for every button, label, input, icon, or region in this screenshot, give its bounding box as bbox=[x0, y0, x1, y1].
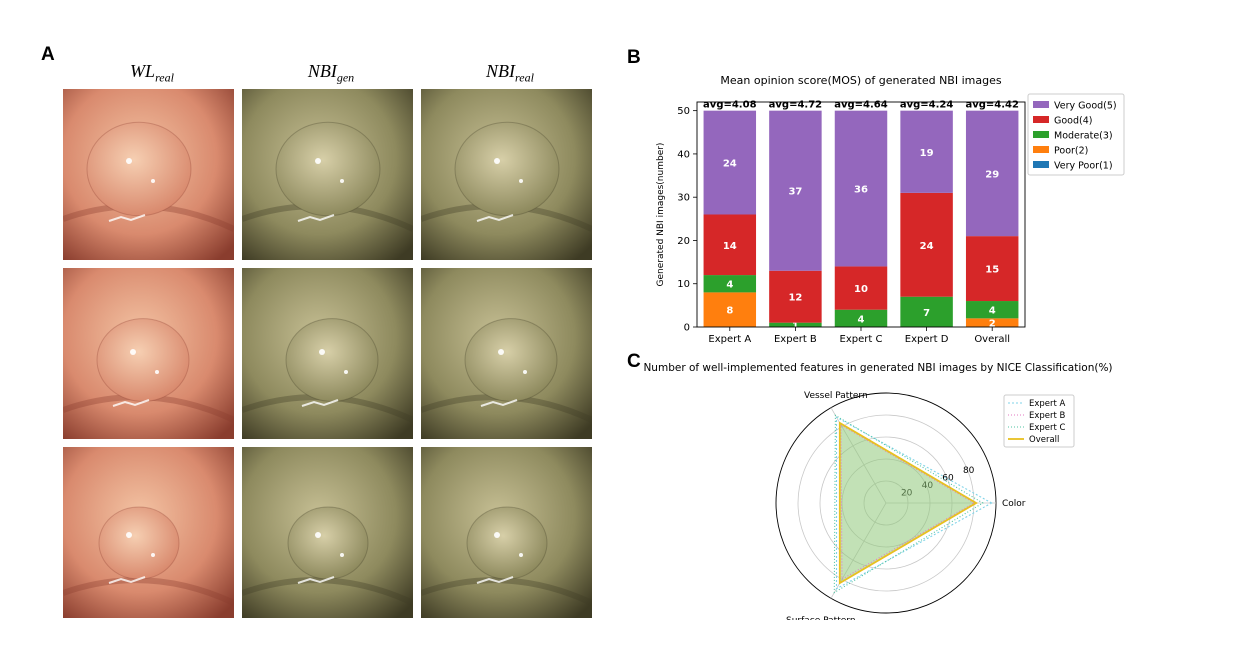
series-line bbox=[840, 423, 976, 581]
bar-segment bbox=[834, 266, 888, 310]
x-tick-label: Expert A bbox=[708, 334, 751, 345]
bar-value-label: 10 bbox=[854, 284, 868, 295]
nice-radar-chart: Number of well-implemented features in g… bbox=[643, 362, 1112, 620]
bar-segment bbox=[769, 110, 822, 271]
bar-value-label: 12 bbox=[788, 293, 802, 304]
y-axis-label: Generated NBI images(number) bbox=[656, 143, 666, 287]
legend-label: Good(4) bbox=[1054, 116, 1092, 127]
overall-fill-area bbox=[839, 422, 977, 584]
legend-box bbox=[1027, 93, 1125, 176]
bar-value-label: 37 bbox=[788, 187, 802, 198]
radar-axis-label: Surface Pattern bbox=[786, 616, 856, 620]
endoscopy-image bbox=[421, 89, 592, 260]
mos-stacked-bar-chart: Mean opinion score(MOS) of generated NBI… bbox=[656, 74, 1125, 345]
bar-value-label: 4 bbox=[858, 314, 865, 325]
bar-segment bbox=[965, 110, 1019, 237]
bar-average-label: avg=4.64 bbox=[834, 100, 888, 111]
chart-title: Number of well-implemented features in g… bbox=[643, 362, 1112, 374]
legend-label: Overall bbox=[1029, 435, 1059, 445]
bar-segment bbox=[703, 214, 757, 276]
legend-label: Expert A bbox=[1029, 399, 1066, 409]
bar-value-label: 1 bbox=[792, 321, 799, 332]
bar-value-label: 2 bbox=[989, 319, 996, 330]
legend-label: Expert C bbox=[1029, 423, 1066, 433]
bar-value-label: 15 bbox=[985, 265, 999, 276]
x-tick-label: Expert D bbox=[905, 334, 949, 345]
x-tick-label: Expert C bbox=[840, 334, 883, 345]
legend-box bbox=[1003, 394, 1075, 448]
bar-average-label: avg=4.08 bbox=[703, 100, 757, 111]
bar-segment bbox=[769, 322, 822, 327]
panel-label-c: C bbox=[627, 351, 641, 372]
y-tick-label: 50 bbox=[677, 106, 690, 117]
x-tick-label: Overall bbox=[974, 334, 1010, 345]
legend-swatch bbox=[1033, 146, 1049, 153]
bar-value-label: 29 bbox=[985, 169, 999, 180]
bar-value-label: 19 bbox=[920, 148, 934, 159]
radar-axis-label: Color bbox=[1002, 499, 1026, 509]
chart-title: Mean opinion score(MOS) of generated NBI… bbox=[720, 74, 1001, 87]
bar-value-label: 36 bbox=[854, 185, 868, 196]
endoscopy-image bbox=[242, 447, 413, 618]
bar-segment bbox=[703, 292, 757, 327]
legend-swatch bbox=[1033, 101, 1049, 108]
bar-value-label: 14 bbox=[723, 241, 737, 252]
y-tick-label: 20 bbox=[677, 236, 690, 247]
series-line bbox=[838, 421, 978, 585]
endoscopy-image bbox=[421, 447, 592, 618]
bar-segment bbox=[900, 192, 953, 297]
legend-label: Very Good(5) bbox=[1054, 101, 1117, 112]
bar-average-label: avg=4.72 bbox=[769, 100, 823, 111]
bar-segment bbox=[703, 275, 757, 293]
endoscopy-image bbox=[242, 268, 413, 439]
endoscopy-image bbox=[242, 89, 413, 260]
legend-label: Poor(2) bbox=[1054, 146, 1088, 157]
legend-label: Very Poor(1) bbox=[1054, 161, 1113, 172]
legend-swatch bbox=[1033, 116, 1049, 123]
bar-value-label: 24 bbox=[920, 241, 934, 252]
radar-axis-label: Vessel Pattern bbox=[804, 391, 868, 401]
endoscopy-image bbox=[63, 89, 234, 260]
radial-tick-label: 80 bbox=[963, 466, 975, 476]
plot-frame bbox=[696, 101, 1026, 328]
x-tick-label: Expert B bbox=[774, 334, 817, 345]
bar-average-label: avg=4.24 bbox=[900, 100, 954, 111]
bar-segment bbox=[769, 270, 822, 323]
bar-average-label: avg=4.42 bbox=[965, 100, 1019, 111]
bar-segment bbox=[965, 236, 1019, 302]
legend-label: Expert B bbox=[1029, 411, 1066, 421]
bar-value-label: 8 bbox=[726, 306, 733, 317]
bar-segment bbox=[965, 318, 1019, 327]
y-tick-label: 40 bbox=[677, 149, 690, 160]
bar-value-label: 4 bbox=[726, 280, 733, 291]
legend-swatch bbox=[1033, 161, 1049, 168]
endoscopy-image bbox=[63, 268, 234, 439]
column-heading-nbi-real: NBIreal bbox=[486, 61, 534, 85]
bar-segment bbox=[703, 110, 757, 215]
endoscopy-image bbox=[63, 447, 234, 618]
bar-value-label: 24 bbox=[723, 159, 737, 170]
column-heading-wl-real: WLreal bbox=[130, 61, 174, 85]
bar-value-label: 7 bbox=[923, 308, 930, 319]
column-heading-nbi-gen: NBIgen bbox=[307, 61, 355, 85]
bar-value-label: 4 bbox=[989, 306, 996, 317]
y-tick-label: 30 bbox=[677, 193, 690, 204]
panel-label-a: A bbox=[41, 44, 55, 65]
y-tick-label: 10 bbox=[677, 279, 690, 290]
endoscopy-image bbox=[421, 268, 592, 439]
legend-label: Moderate(3) bbox=[1054, 131, 1113, 142]
bar-segment bbox=[965, 301, 1019, 319]
bar-segment bbox=[834, 110, 888, 267]
series-line bbox=[835, 416, 993, 590]
y-tick-label: 0 bbox=[684, 323, 690, 334]
panel-label-b: B bbox=[627, 47, 641, 68]
bar-segment bbox=[900, 296, 953, 327]
series-line bbox=[833, 414, 984, 594]
legend-swatch bbox=[1033, 131, 1049, 138]
bar-segment bbox=[900, 110, 953, 193]
bar-segment bbox=[834, 309, 888, 327]
